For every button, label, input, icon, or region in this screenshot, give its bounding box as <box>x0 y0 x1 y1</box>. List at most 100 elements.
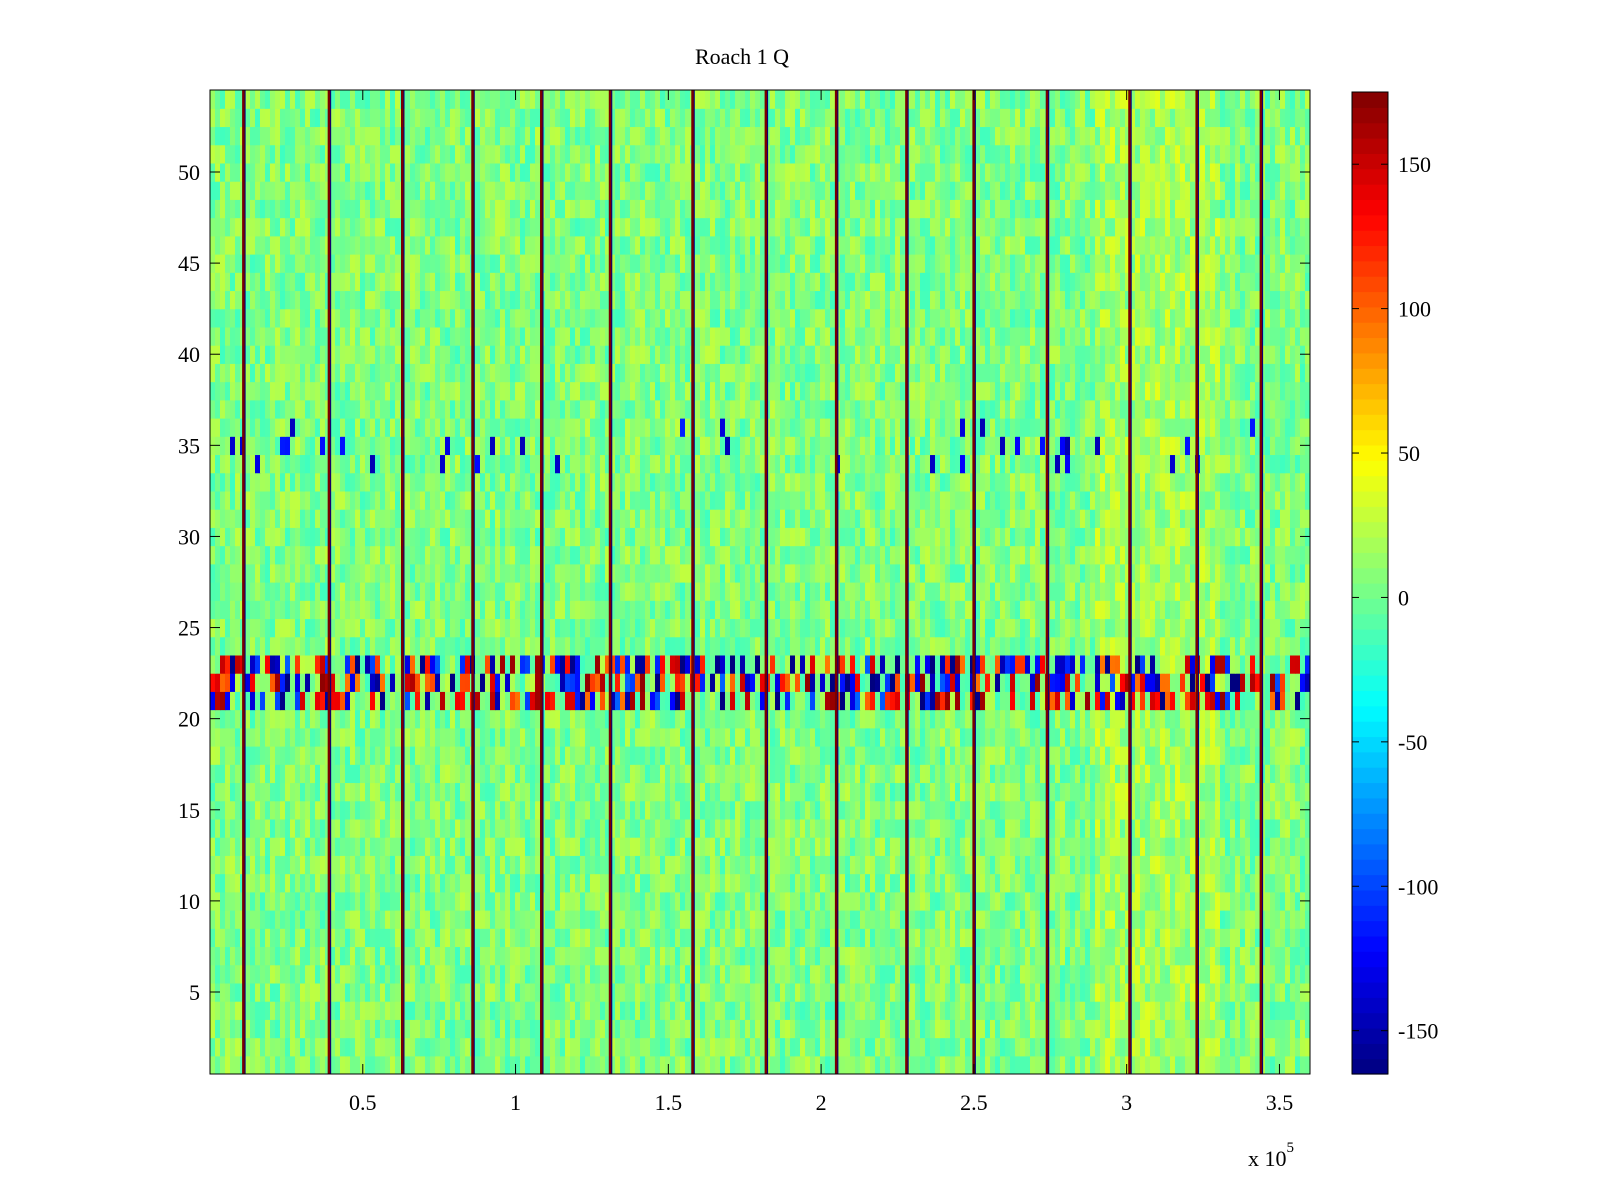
heatmap-cell <box>285 1001 291 1020</box>
heatmap-cell <box>1210 782 1216 802</box>
heatmap-cell <box>885 764 891 784</box>
heatmap-cell <box>305 746 311 765</box>
heatmap-cell <box>1275 1001 1281 1020</box>
heatmap-cell <box>995 982 1001 1002</box>
heatmap-cell <box>475 691 481 711</box>
heatmap-cell <box>1235 1001 1241 1020</box>
heatmap-cell <box>245 982 251 1002</box>
heatmap-cell <box>500 746 506 765</box>
heatmap-cell <box>1095 709 1101 729</box>
heatmap-cell <box>640 873 646 893</box>
heatmap-cell <box>585 1019 591 1039</box>
heatmap-cell <box>385 727 391 747</box>
heatmap-cell <box>260 1019 266 1039</box>
heatmap-cell <box>565 727 571 747</box>
heatmap-cell <box>1200 673 1206 692</box>
heatmap-cell <box>840 764 846 784</box>
heatmap-cell <box>1135 1001 1141 1020</box>
heatmap-cell <box>865 1019 871 1039</box>
heatmap-cell <box>1255 1019 1261 1039</box>
heatmap-cell <box>570 691 576 711</box>
heatmap-cell <box>1245 928 1251 948</box>
heatmap-cell <box>820 1019 826 1039</box>
heatmap-cell <box>820 1001 826 1020</box>
heatmap-cell <box>600 873 606 893</box>
heatmap-cell <box>460 673 466 692</box>
heatmap-cell <box>880 1037 886 1057</box>
heatmap-cell <box>475 818 481 838</box>
heatmap-cell <box>300 910 306 929</box>
heatmap-cell <box>255 673 261 692</box>
heatmap-cell <box>1110 873 1116 893</box>
heatmap-cell <box>580 1019 586 1039</box>
heatmap-cell <box>320 764 326 784</box>
heatmap-cell <box>570 654 576 674</box>
heatmap-cell <box>270 709 276 729</box>
heatmap-cell <box>1175 1037 1181 1057</box>
heatmap-cell <box>1240 1055 1246 1074</box>
heatmap-cell <box>1145 1055 1151 1074</box>
heatmap-cell <box>525 654 531 674</box>
heatmap-cell <box>1180 800 1186 820</box>
heatmap-cell <box>675 673 681 692</box>
heatmap-cell <box>845 709 851 729</box>
heatmap-cell <box>560 891 566 911</box>
heatmap-cell <box>1135 1037 1141 1057</box>
heatmap-cell <box>395 673 401 692</box>
heatmap-cell <box>490 1001 496 1020</box>
heatmap-cell <box>675 746 681 765</box>
heatmap-cell <box>1140 709 1146 729</box>
heatmap-cell <box>1120 910 1126 929</box>
heatmap-cell <box>510 891 516 911</box>
heatmap-cell <box>1280 727 1286 747</box>
heatmap-cell <box>415 800 421 820</box>
heatmap-cell <box>710 964 716 984</box>
heatmap-cell <box>515 946 521 966</box>
heatmap-cell <box>340 964 346 984</box>
heatmap-cell <box>1245 1037 1251 1057</box>
heatmap-cell <box>1165 727 1171 747</box>
heatmap-cell <box>965 727 971 747</box>
heatmap-cell <box>220 964 226 984</box>
heatmap-cell <box>890 782 896 802</box>
heatmap-cell <box>815 727 821 747</box>
heatmap-cell <box>600 928 606 948</box>
heatmap-cell <box>980 709 986 729</box>
heatmap-cell <box>1185 691 1191 711</box>
heatmap-cell <box>350 800 356 820</box>
heatmap-cell <box>710 873 716 893</box>
heatmap-cell <box>680 1019 686 1039</box>
heatmap-cell <box>585 1001 591 1020</box>
heatmap-cell <box>850 873 856 893</box>
heatmap-cell <box>265 746 271 765</box>
heatmap-cell <box>210 1019 216 1039</box>
heatmap-cell <box>520 837 526 856</box>
heatmap-cell <box>1240 910 1246 929</box>
heatmap-cell <box>1095 800 1101 820</box>
heatmap-cell <box>225 764 231 784</box>
heatmap-cell <box>1285 818 1291 838</box>
heatmap-cell <box>795 910 801 929</box>
heatmap-cell <box>1235 1037 1241 1057</box>
heatmap-cell <box>1280 964 1286 984</box>
heatmap-cell <box>415 964 421 984</box>
heatmap-cell <box>560 818 566 838</box>
heatmap-cell <box>820 873 826 893</box>
heatmap-cell <box>1125 727 1131 747</box>
heatmap-cell <box>1000 818 1006 838</box>
heatmap-cell <box>1030 837 1036 856</box>
heatmap-cell <box>1290 891 1296 911</box>
heatmap-cell <box>525 691 531 711</box>
heatmap-cell <box>830 746 836 765</box>
heatmap-cell <box>265 928 271 948</box>
heatmap-cell <box>330 654 336 674</box>
heatmap-cell <box>1110 746 1116 765</box>
heatmap-cell <box>565 855 571 875</box>
heatmap-cell <box>675 1019 681 1039</box>
heatmap-cell <box>1075 891 1081 911</box>
heatmap-cell <box>880 727 886 747</box>
heatmap-cell <box>710 746 716 765</box>
heatmap-cell <box>660 873 666 893</box>
heatmap-cell <box>255 764 261 784</box>
heatmap-cell <box>855 928 861 948</box>
